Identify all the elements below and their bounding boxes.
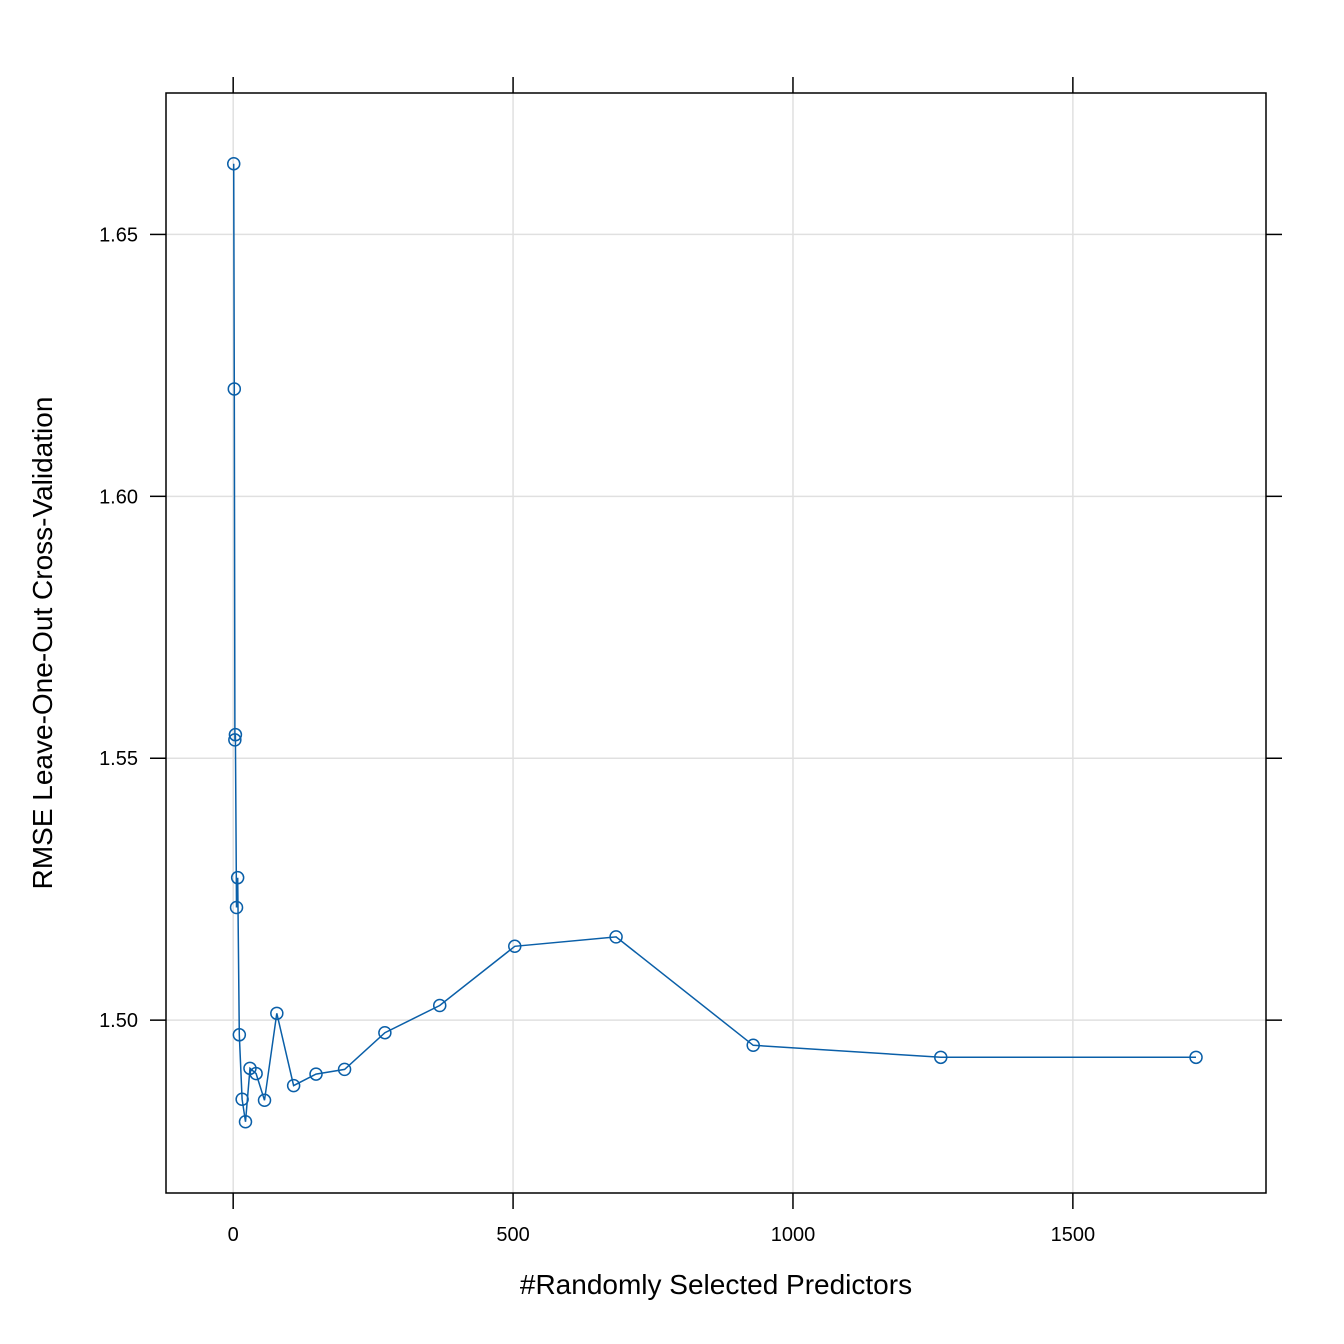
data-point (228, 727, 243, 742)
x-axis-label: #Randomly Selected Predictors (520, 1269, 912, 1300)
data-point (228, 733, 242, 747)
data-point (249, 1066, 263, 1081)
data-point (270, 1006, 284, 1021)
data-point (232, 1028, 247, 1042)
y-tick-label: 1.50 (99, 1010, 138, 1032)
data-point (508, 939, 522, 954)
data-point (257, 1093, 272, 1108)
y-axis-label: RMSE Leave-One-Out Cross-Validation (27, 397, 58, 890)
y-tick-label: 1.65 (99, 224, 138, 246)
data-point (309, 1067, 323, 1081)
y-tick-label: 1.55 (99, 748, 138, 770)
data-point (230, 870, 245, 885)
data-point (337, 1062, 352, 1077)
y-tick-label: 1.60 (99, 486, 138, 508)
grid-lines (166, 93, 1266, 1193)
axis-ticks: 0 500 1000 1500 1.50 1.55 1.60 1.65 (99, 77, 1282, 1246)
data-point (609, 930, 623, 944)
data-point (229, 900, 244, 915)
data-point (226, 156, 241, 171)
data-point (1189, 1050, 1203, 1065)
x-tick-label: 1500 (1051, 1224, 1096, 1246)
data-point (934, 1050, 948, 1065)
data-point (432, 998, 447, 1013)
data-point (378, 1025, 392, 1040)
data-series (226, 156, 1203, 1129)
data-point (235, 1092, 249, 1106)
data-point (227, 382, 242, 396)
x-tick-label: 1000 (771, 1224, 816, 1246)
data-point (286, 1078, 301, 1093)
x-tick-label: 500 (496, 1224, 529, 1246)
data-point (238, 1115, 253, 1129)
x-tick-label: 0 (228, 1224, 239, 1246)
plot-frame (165, 92, 1267, 1194)
data-point (746, 1038, 760, 1053)
series-line (232, 163, 1196, 1122)
